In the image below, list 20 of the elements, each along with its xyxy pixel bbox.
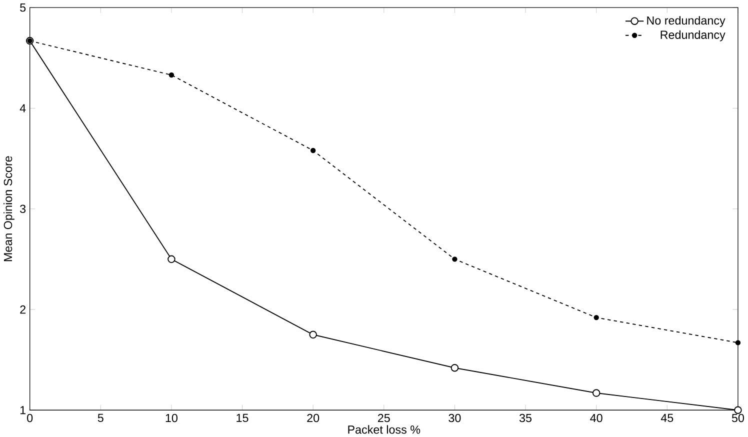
x-tick-label: 20: [307, 414, 320, 422]
x-tick-label: 0: [27, 414, 33, 422]
x-tick-label: 40: [590, 414, 602, 422]
y-tick-label: 1: [20, 406, 26, 414]
legend-label: No redundancy: [647, 16, 726, 27]
y-tick-label: 5: [20, 3, 26, 12]
x-tick-label: 10: [166, 414, 178, 422]
y-tick-label: 4: [20, 104, 26, 112]
x-tick-label: 25: [378, 414, 390, 422]
legend-label: Redundancy: [660, 30, 726, 42]
x-tick-label: 30: [448, 414, 461, 422]
y-tick-label: 2: [20, 305, 26, 314]
x-tick-label: 45: [660, 414, 674, 422]
y-axis-title: Mean Opinion Score: [4, 156, 14, 261]
y-tick-label: 3: [20, 204, 26, 213]
x-tick-label: 35: [519, 414, 532, 422]
x-tick-label: 15: [236, 414, 248, 422]
x-axis-title: Packet loss %: [348, 425, 420, 434]
x-tick-label: 5: [98, 414, 104, 422]
x-tick-label: 50: [732, 414, 744, 422]
